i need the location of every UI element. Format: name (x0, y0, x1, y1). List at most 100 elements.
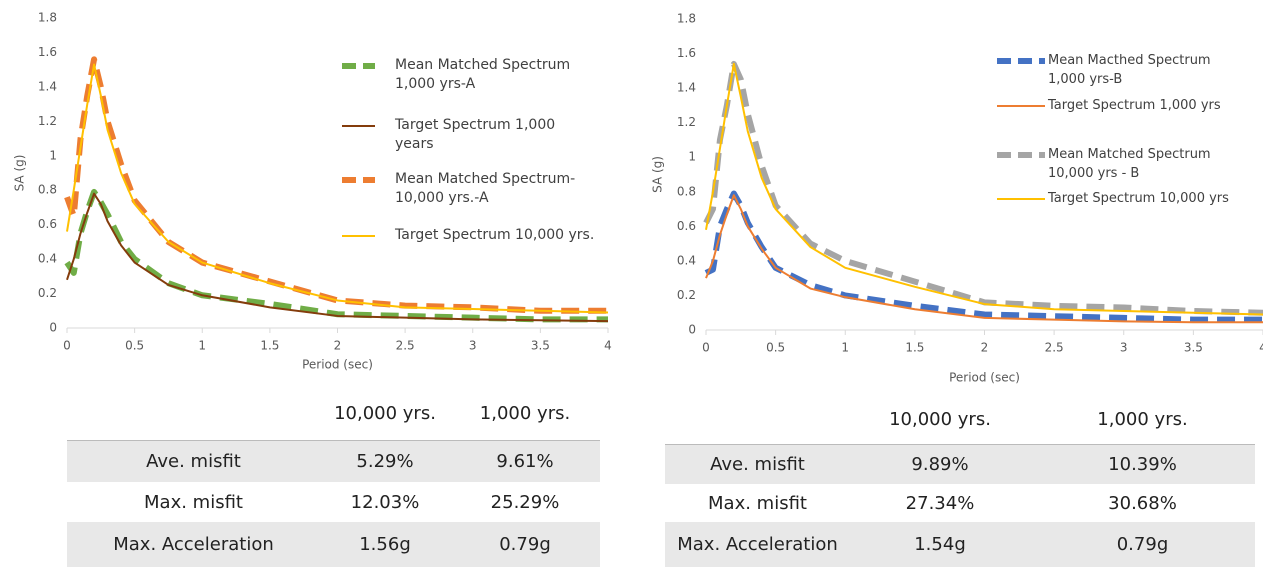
y-tick-label: 1.4 (677, 81, 696, 95)
table-row: Max. Acceleration 1.56g 0.79g (67, 522, 600, 567)
x-tick-label: 3.5 (531, 339, 550, 353)
y-tick-label: 1.8 (677, 12, 696, 26)
y-tick-label: 1.2 (38, 114, 57, 128)
x-tick-label: 4 (604, 339, 612, 353)
legend-item: Mean Matched Spectrum-10,000 yrs.-A (340, 170, 595, 208)
cell: 5.29% (320, 440, 450, 482)
x-axis-label: Period (sec) (949, 371, 1020, 385)
legend-swatch (342, 177, 375, 183)
legend-label: Mean Matched Spectrum-10,000 yrs.-A (395, 171, 576, 206)
legend-swatch (997, 198, 1045, 200)
x-axis-label: Period (sec) (302, 358, 373, 372)
y-tick-label: 0.4 (677, 253, 696, 267)
row-label: Ave. misfit (665, 444, 850, 484)
legend-label: Mean Matched Spectrum 1,000 yrs-A (395, 57, 571, 92)
header-cell: 1,000 yrs. (1030, 395, 1255, 445)
row-label: Max. misfit (144, 491, 243, 513)
row-label: Max. Acceleration (665, 522, 850, 567)
legend-item: Target Spectrum 10,000 yrs (995, 189, 1248, 208)
x-tick-label: 4 (1259, 341, 1263, 355)
y-tick-label: 0.4 (38, 252, 57, 266)
cell: 0.79g (450, 522, 600, 567)
cell: 10.39% (1030, 444, 1255, 484)
row-label: Ave. misfit (67, 440, 320, 482)
table-row: Max. Acceleration 1.54g 0.79g (665, 522, 1255, 567)
header-row: 10,000 yrs. 1,000 yrs. (67, 388, 600, 441)
cell: 30.68% (1108, 492, 1177, 514)
x-tick-label: 2 (334, 339, 342, 353)
table-row: Ave. misfit 5.29% 9.61% (67, 440, 600, 482)
y-tick-label: 0.2 (38, 286, 57, 300)
legend-swatch (997, 58, 1045, 64)
x-tick-label: 1 (198, 339, 206, 353)
cell: 9.89% (850, 444, 1030, 484)
header-cell: 1,000 yrs. (450, 388, 600, 441)
x-tick-label: 3 (469, 339, 477, 353)
x-tick-label: 0.5 (125, 339, 144, 353)
series-line (66, 192, 609, 323)
cell: 1.54g (850, 522, 1030, 567)
table-row: Max. misfit 12.03% 25.29% (67, 482, 600, 522)
x-tick-label: 0.5 (766, 341, 785, 355)
cell: 25.29% (490, 491, 560, 513)
x-tick-label: 0 (702, 341, 710, 355)
y-tick-label: 1.6 (677, 46, 696, 60)
y-tick-label: 1.8 (38, 11, 57, 25)
legend-item: Target Spectrum 10,000 yrs. (340, 226, 595, 245)
y-tick-label: 1 (49, 148, 57, 162)
x-tick-label: 1.5 (905, 341, 924, 355)
cell: 27.34% (905, 492, 975, 514)
legend-label: Mean Matched Spectrum 10,000 yrs - B (1048, 147, 1211, 181)
y-tick-label: 0.8 (677, 184, 696, 198)
legend-item: Mean Matched Spectrum 10,000 yrs - B (995, 145, 1248, 183)
header-cell: 10,000 yrs. (850, 395, 1030, 445)
row-label: Max. Acceleration (67, 522, 320, 567)
legend-swatch (342, 125, 375, 127)
table-row: Max. misfit 27.34% 30.68% (665, 484, 1255, 522)
x-tick-label: 2.5 (1045, 341, 1064, 355)
series-line (64, 56, 608, 314)
legend-swatch (997, 105, 1045, 107)
legend-item: Target Spectrum 1,000 yrs (995, 96, 1248, 115)
cell: 12.03% (350, 491, 420, 513)
table: 10,000 yrs. 1,000 yrs. Ave. misfit 5.29% 9.6… (67, 388, 600, 567)
y-tick-label: 0.2 (677, 288, 696, 302)
y-tick-label: 0.8 (38, 183, 57, 197)
x-tick-label: 3.5 (1184, 341, 1203, 355)
legend-label: Mean Macthed Spectrum 1,000 yrs-B (1048, 53, 1211, 87)
legend-swatch (997, 152, 1045, 158)
x-tick-label: 1.5 (260, 339, 279, 353)
series-line (705, 62, 1263, 316)
legend-label: Target Spectrum 10,000 yrs. (395, 227, 595, 243)
header-cell (665, 395, 850, 445)
y-tick-label: 0.6 (677, 219, 696, 233)
legend-item: Mean Matched Spectrum 1,000 yrs-A (340, 56, 595, 94)
y-tick-label: 1.6 (38, 45, 57, 59)
legend-label: Target Spectrum 1,000 years (395, 117, 556, 152)
charts: 0 0.2 0.4 0.6 0.8 1 1.2 1.4 1.6 1.8 0 0.5 1 1.5 2 2.5 3 3… (13, 11, 1263, 385)
legend-swatch (342, 63, 375, 69)
legend-label: Target Spectrum 1,000 yrs (1048, 98, 1221, 113)
legend-label: Target Spectrum 10,000 yrs (1048, 191, 1229, 206)
x-tick-label: 2 (981, 341, 989, 355)
cell: 0.79g (1030, 522, 1255, 567)
series-line (66, 63, 609, 314)
y-tick-label: 1 (688, 150, 696, 164)
y-axis-label: SA (g) (13, 155, 27, 192)
header-cell: 10,000 yrs. (320, 388, 450, 441)
table-row: Ave. misfit 9.89% 10.39% (665, 444, 1255, 484)
y-tick-label: 1.4 (38, 79, 57, 93)
header-cell (67, 388, 320, 441)
table: 10,000 yrs. 1,000 yrs. Ave. misfit 9.89% 10.… (665, 395, 1255, 567)
y-tick-label: 0 (49, 321, 57, 335)
legend-item: Target Spectrum 1,000 years (340, 116, 595, 154)
header-row: 10,000 yrs. 1,000 yrs. (665, 395, 1255, 445)
x-tick-label: 1 (841, 341, 849, 355)
series-line (705, 194, 1263, 324)
x-tick-label: 0 (63, 339, 71, 353)
legend-swatch (342, 235, 375, 237)
y-axis-label: SA (g) (651, 156, 665, 193)
legend-item: Mean Macthed Spectrum 1,000 yrs-B (995, 51, 1248, 89)
cell: 9.61% (450, 440, 600, 482)
